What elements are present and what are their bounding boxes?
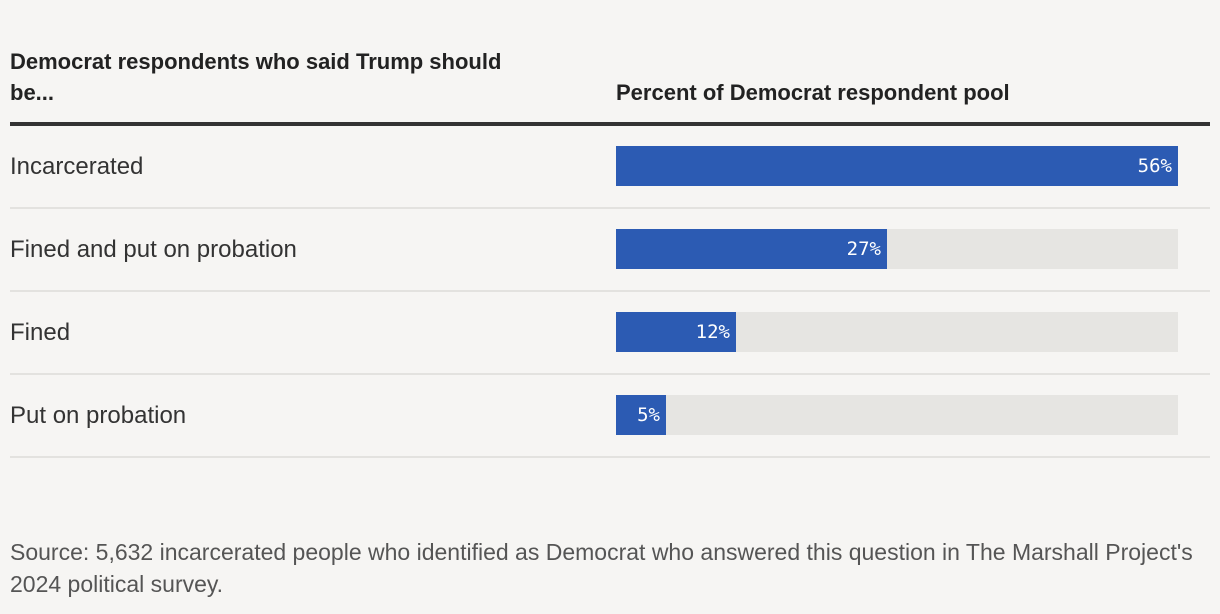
bar-value-label: 27% [846, 238, 881, 260]
bar-value-label: 12% [695, 321, 730, 343]
bar-value-label: 56% [1137, 155, 1172, 177]
category-label: Incarcerated [10, 153, 144, 180]
bar-chart: Incarcerated 56% Fined and put on probatio… [10, 126, 1210, 458]
bar-value-label: 5% [637, 404, 660, 426]
bar-track: 12% [616, 312, 1178, 352]
bar: 5% [616, 395, 666, 435]
bar-row: Fined and put on probation 27% [10, 209, 1210, 292]
bar-row: Fined 12% [10, 292, 1210, 375]
value-column-heading: Percent of Democrat respondent pool [616, 80, 1010, 105]
category-label: Put on probation [10, 402, 187, 429]
category-column-heading: Democrat respondents who said Trump shou… [10, 49, 502, 105]
source-note: Source: 5,632 incarcerated people who id… [10, 539, 1193, 597]
bar-row: Incarcerated 56% [10, 126, 1210, 209]
bar-track: 27% [616, 229, 1178, 269]
category-label: Fined and put on probation [10, 236, 297, 263]
bar-row: Put on probation 5% [10, 375, 1210, 458]
category-label: Fined [10, 319, 71, 346]
chart-header: Democrat respondents who said Trump shou… [10, 46, 1210, 122]
bar-track: 56% [616, 146, 1178, 186]
header-divider [10, 122, 1210, 126]
bar: 12% [616, 312, 736, 352]
bar: 56% [616, 146, 1178, 186]
bar-track: 5% [616, 395, 1178, 435]
bar: 27% [616, 229, 887, 269]
